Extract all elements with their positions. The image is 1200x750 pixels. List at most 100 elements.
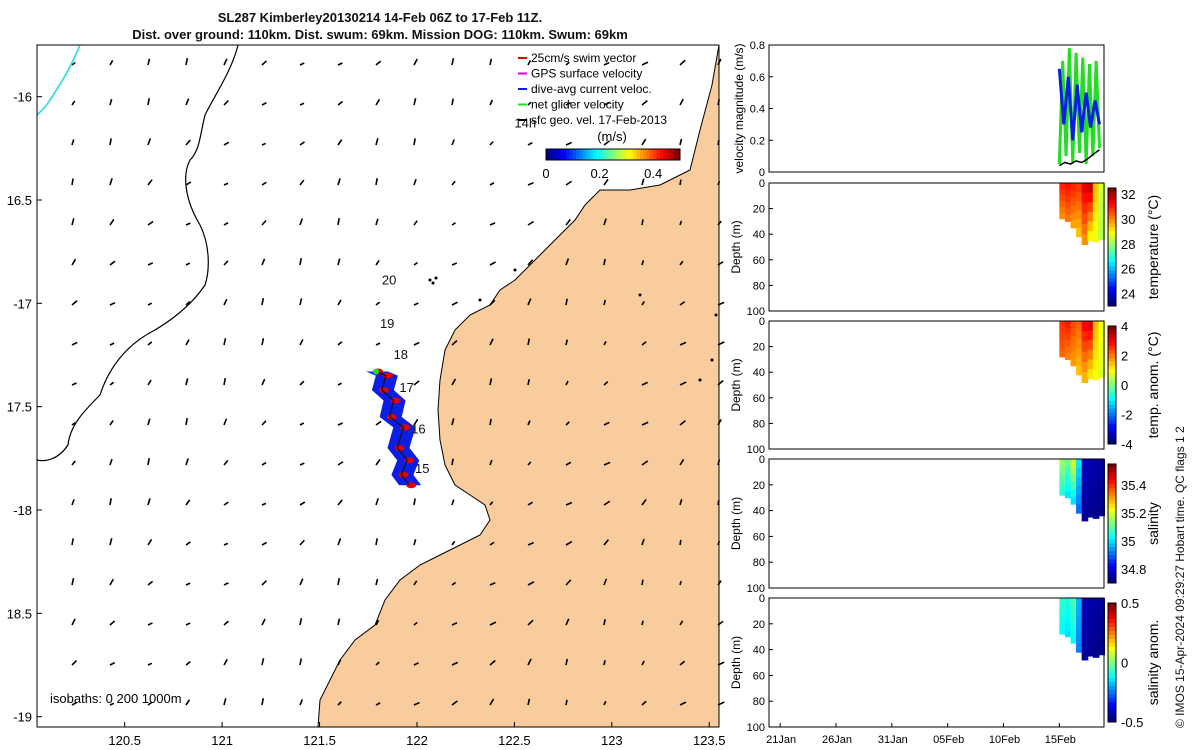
colorbar-cell	[1108, 424, 1116, 429]
depth-tick-label: 40	[753, 229, 765, 241]
section-cell	[1064, 202, 1072, 210]
section-cell	[1059, 206, 1066, 214]
sfc-vector	[413, 418, 419, 426]
section-cell	[1076, 347, 1083, 358]
sfc-vector	[527, 259, 534, 266]
colorbar-cell	[1108, 294, 1116, 299]
colorbar-tick-label: 35.4	[1121, 478, 1146, 493]
island-8	[698, 378, 702, 382]
colorbar-tick-label: 34.8	[1121, 562, 1146, 577]
sfc-vector	[413, 261, 418, 266]
section-cell	[1098, 367, 1105, 378]
section-cell	[1059, 212, 1066, 220]
section-cell	[1070, 481, 1078, 490]
sfc-vector	[451, 262, 458, 266]
sfc-vector	[185, 699, 191, 706]
sfc-vector	[603, 700, 607, 706]
map-y-tick-label: 17.5	[7, 400, 32, 415]
sfc-vector	[71, 341, 78, 346]
salinity-section-axes-frame	[768, 458, 1105, 589]
sfc-vector	[185, 139, 191, 146]
sfc-velocity-vector-field	[71, 58, 725, 706]
sfc-vector	[489, 261, 496, 266]
velocity-y-tick-label: 0.8	[750, 40, 765, 52]
section-cell	[1070, 343, 1078, 352]
colorbar-cell	[1108, 404, 1116, 410]
colorbar-cell	[552, 149, 557, 160]
colorbar-cell	[596, 149, 601, 160]
sfc-vector	[223, 182, 229, 186]
colorbar-cell	[643, 149, 647, 160]
section-cell	[1087, 321, 1094, 332]
colorbar-cell	[1108, 559, 1116, 564]
sfc-vector	[527, 541, 534, 546]
island-1	[434, 276, 438, 280]
sfc-vector	[299, 339, 304, 346]
colorbar-cell	[1108, 499, 1116, 505]
sfc-vector	[223, 338, 227, 346]
salinity-anomaly-section-colorbar-label: salinity anom.	[1145, 620, 1161, 706]
salinity-section-panel: 0 20 40 60 80 100 Depth (m) 34.8 35 35.2 35.4 salin…	[729, 454, 1161, 595]
island-4	[513, 268, 517, 272]
colorbar-cell	[1108, 436, 1116, 441]
dive-avg-current-area	[366, 371, 422, 486]
sfc-vector	[185, 58, 189, 66]
colorbar-cell	[1108, 400, 1116, 406]
sfc-vector	[223, 377, 227, 386]
section-cell	[1059, 622, 1066, 629]
colorbar-cell	[623, 149, 627, 160]
sfc-vector	[109, 702, 115, 706]
colorbar-cell	[1108, 674, 1116, 679]
sfc-vector	[375, 98, 381, 106]
section-cell	[1076, 607, 1083, 617]
sfc-vector	[337, 139, 343, 146]
sfc-vector	[261, 298, 265, 306]
colorbar-cell	[1108, 714, 1116, 719]
colorbar-cell	[1108, 396, 1116, 402]
sfc-vector	[299, 578, 304, 586]
sfc-vector	[299, 141, 305, 146]
sfc-vector	[679, 59, 686, 66]
colorbar-cell	[1108, 475, 1116, 481]
colorbar-cell	[1108, 361, 1116, 366]
colorbar-cell	[616, 149, 621, 160]
map-x-tick-label: 123.5	[693, 733, 726, 748]
colorbar-cell	[1108, 618, 1116, 624]
sfc-vector	[147, 179, 153, 186]
sfc-vector	[679, 420, 686, 426]
section-cell	[1098, 330, 1105, 341]
colorbar-tick-label: -0.5	[1121, 715, 1143, 730]
section-cell	[1076, 616, 1083, 626]
sfc-vector	[489, 541, 495, 546]
sfc-vector	[641, 620, 644, 626]
sfc-vector	[679, 381, 687, 386]
sfc-vector	[565, 461, 572, 466]
section-cell	[1064, 623, 1072, 631]
colorbar-cell	[1108, 543, 1116, 548]
section-cell	[1092, 617, 1100, 629]
depth-tick-label: 80	[753, 418, 765, 430]
section-cell	[1076, 468, 1083, 478]
sfc-vector	[679, 580, 682, 586]
sfc-vector	[603, 619, 606, 626]
colorbar-cell	[1108, 266, 1116, 272]
colorbar-frame	[545, 148, 681, 161]
sfc-vector	[451, 222, 456, 226]
section-cell	[1087, 497, 1094, 508]
sfc-vector	[109, 381, 115, 386]
section-cell	[1098, 477, 1105, 488]
colorbar-cell	[1108, 235, 1116, 240]
section-cell	[1087, 330, 1094, 341]
colorbar-cell	[1108, 662, 1116, 667]
sfc-vector	[71, 382, 77, 386]
sfc-vector	[299, 422, 305, 426]
sfc-vector	[413, 302, 419, 306]
sfc-vector	[451, 622, 458, 626]
section-cell	[1098, 468, 1105, 479]
section-cell	[1076, 625, 1083, 635]
section-cell	[1092, 488, 1100, 500]
sfc-vector	[451, 458, 454, 466]
legend-entry-0: 25cm/s swim vector	[531, 51, 636, 65]
legend-entry-3: net glider velocity	[531, 98, 624, 112]
